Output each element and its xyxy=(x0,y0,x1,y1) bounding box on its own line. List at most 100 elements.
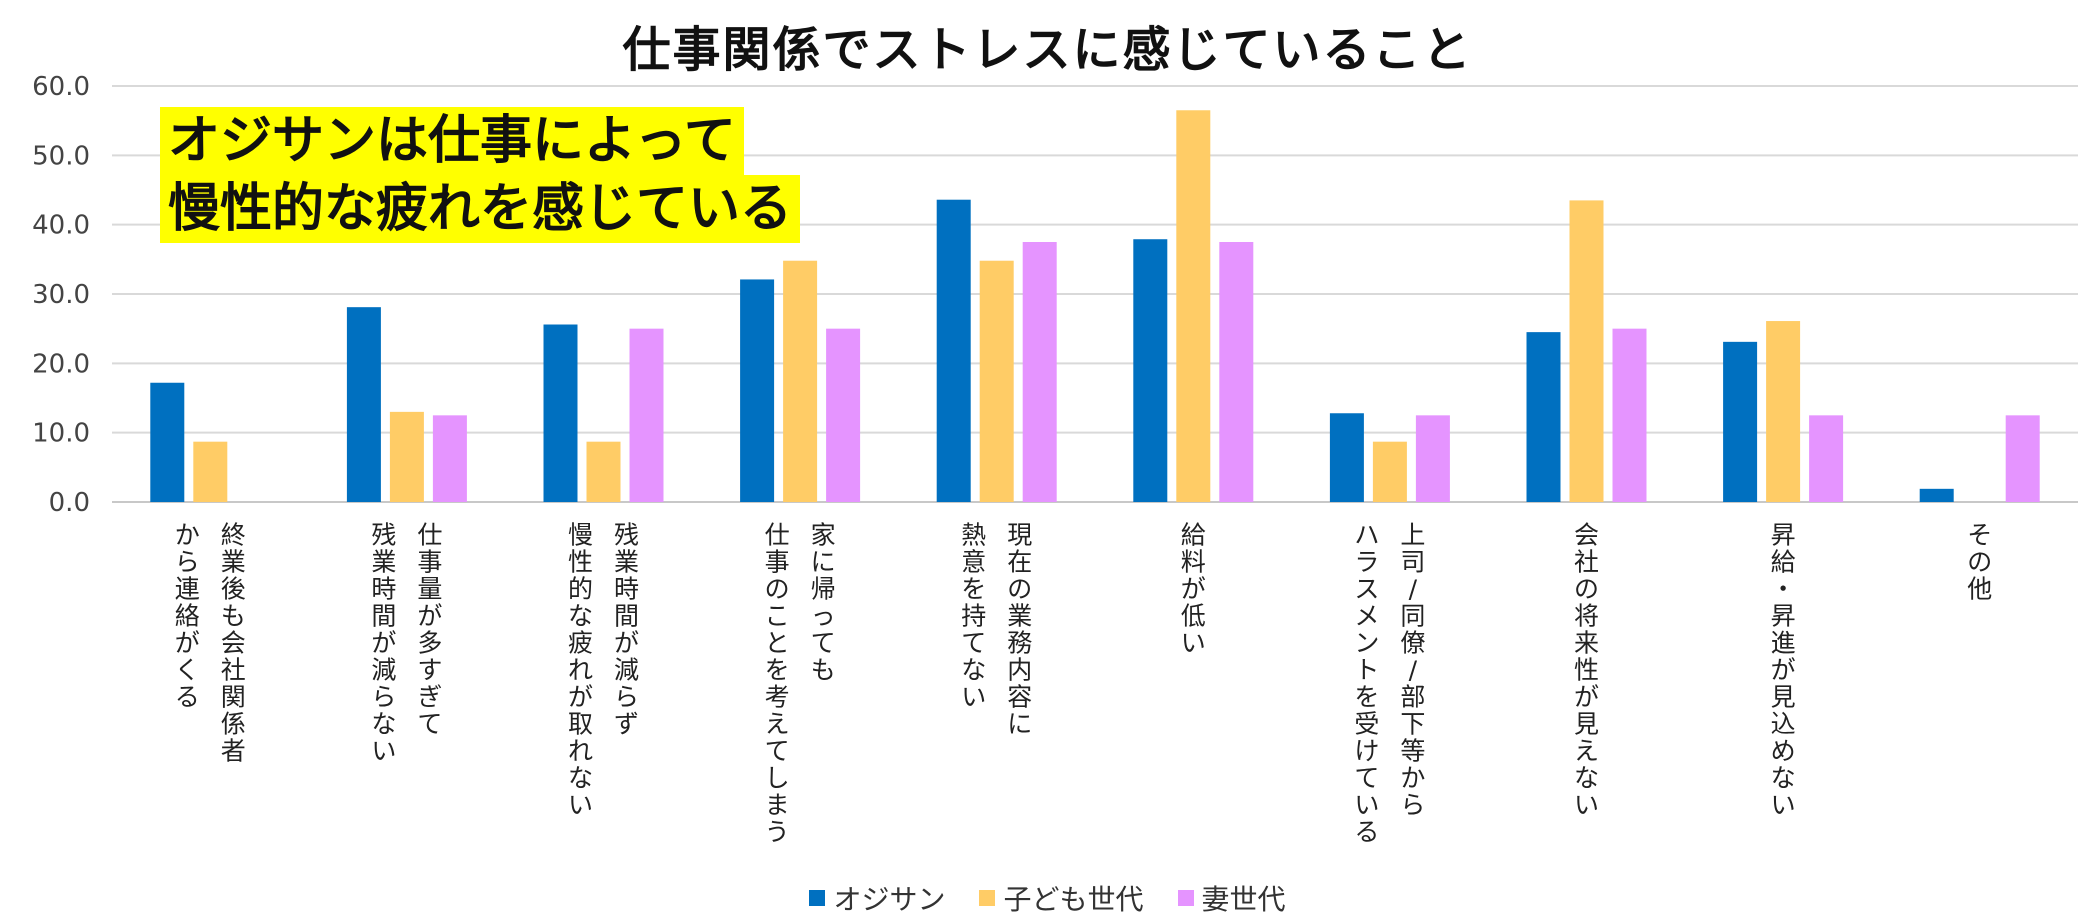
legend-item-kodomo: 子ども世代 xyxy=(979,878,1144,918)
bar xyxy=(586,441,621,502)
svg-text:ン: ン xyxy=(1354,629,1379,658)
bar xyxy=(2005,415,2040,502)
bar xyxy=(193,441,228,502)
bar xyxy=(1022,242,1057,502)
svg-text:る: る xyxy=(175,683,200,712)
svg-text:帰: 帰 xyxy=(811,575,836,604)
svg-text:を: を xyxy=(961,575,986,604)
svg-text:ず: ず xyxy=(614,710,639,739)
legend-label-kodomo: 子ども世代 xyxy=(1003,883,1144,916)
svg-text:務: 務 xyxy=(1007,629,1032,658)
annotation-line-1: オジサンは仕事によって xyxy=(160,107,744,175)
svg-text:を: を xyxy=(1354,683,1379,712)
svg-text:会: 会 xyxy=(1574,521,1599,550)
svg-text:意: 意 xyxy=(961,548,986,577)
svg-text:容: 容 xyxy=(1007,683,1032,712)
svg-text:見: 見 xyxy=(1771,683,1796,712)
svg-text:込: 込 xyxy=(1771,710,1796,739)
legend-item-tsuma: 妻世代 xyxy=(1177,878,1286,918)
svg-text:の: の xyxy=(1007,575,1032,604)
svg-text:業: 業 xyxy=(1007,602,1032,631)
svg-text:等: 等 xyxy=(1400,737,1425,766)
svg-text:て: て xyxy=(1354,764,1379,793)
svg-text:に: に xyxy=(1007,710,1032,739)
svg-text:な: な xyxy=(961,656,986,685)
svg-text:い: い xyxy=(961,683,986,712)
svg-text:進: 進 xyxy=(1771,629,1796,658)
svg-text:ハ: ハ xyxy=(1354,521,1379,550)
bar xyxy=(1133,239,1168,502)
svg-text:う: う xyxy=(765,818,790,847)
svg-text:の: の xyxy=(765,575,790,604)
svg-text:後: 後 xyxy=(221,575,246,604)
svg-text:が: が xyxy=(1181,575,1206,604)
svg-text:ら: ら xyxy=(614,683,639,712)
svg-text:係: 係 xyxy=(221,710,246,739)
svg-text:く: く xyxy=(175,656,200,685)
bar xyxy=(936,199,971,502)
chart-title: 仕事関係でストレスに感じていること xyxy=(622,22,1473,78)
svg-text:か: か xyxy=(1400,764,1425,793)
bar xyxy=(1766,321,1801,502)
svg-text:そ: そ xyxy=(1967,521,1992,550)
svg-text:業: 業 xyxy=(614,548,639,577)
legend-label-tsuma: 妻世代 xyxy=(1201,883,1286,916)
svg-text:将: 将 xyxy=(1574,602,1599,631)
svg-text:熱: 熱 xyxy=(961,521,986,550)
svg-text:っ: っ xyxy=(811,602,836,631)
svg-text:同: 同 xyxy=(1400,602,1425,631)
svg-text:多: 多 xyxy=(417,629,442,658)
svg-text:性: 性 xyxy=(1574,656,1599,685)
svg-text:間: 間 xyxy=(371,602,396,631)
svg-text:僚: 僚 xyxy=(1400,629,1425,658)
legend-swatch-tsuma xyxy=(1177,890,1194,906)
svg-text:在: 在 xyxy=(1007,548,1032,577)
svg-text:事: 事 xyxy=(765,548,790,577)
bar xyxy=(740,279,775,502)
svg-text:か: か xyxy=(175,521,200,550)
svg-text:量: 量 xyxy=(417,575,442,604)
svg-text:ら: ら xyxy=(1400,791,1425,820)
svg-text:も: も xyxy=(221,602,246,631)
svg-text:い: い xyxy=(1181,629,1206,658)
svg-text:ま: ま xyxy=(765,791,790,820)
bar xyxy=(432,415,467,502)
legend-swatch-kodomo xyxy=(979,890,996,906)
bar xyxy=(1219,242,1254,502)
svg-text:が: が xyxy=(417,602,442,631)
svg-text:間: 間 xyxy=(614,602,639,631)
svg-text:ら: ら xyxy=(175,548,200,577)
svg-text:を: を xyxy=(765,656,790,685)
svg-text:社: 社 xyxy=(221,656,246,685)
svg-text:が: が xyxy=(568,683,593,712)
svg-text:こ: こ xyxy=(765,602,790,631)
svg-text:が: が xyxy=(371,629,396,658)
svg-text:部: 部 xyxy=(1400,683,1425,712)
svg-text:給: 給 xyxy=(1181,521,1206,550)
svg-text:い: い xyxy=(1574,791,1599,820)
svg-text:社: 社 xyxy=(1574,548,1599,577)
svg-text:て: て xyxy=(811,629,836,658)
bar xyxy=(1329,413,1364,502)
svg-text:れ: れ xyxy=(568,656,593,685)
svg-text:昇: 昇 xyxy=(1771,521,1796,550)
svg-text:終: 終 xyxy=(221,521,246,550)
svg-text:来: 来 xyxy=(1574,629,1599,658)
bar xyxy=(783,260,818,502)
svg-text:ら: ら xyxy=(371,683,396,712)
svg-text:し: し xyxy=(765,764,790,793)
legend-item-ojisan: オジサン xyxy=(809,878,945,918)
svg-text:司: 司 xyxy=(1400,548,1425,577)
